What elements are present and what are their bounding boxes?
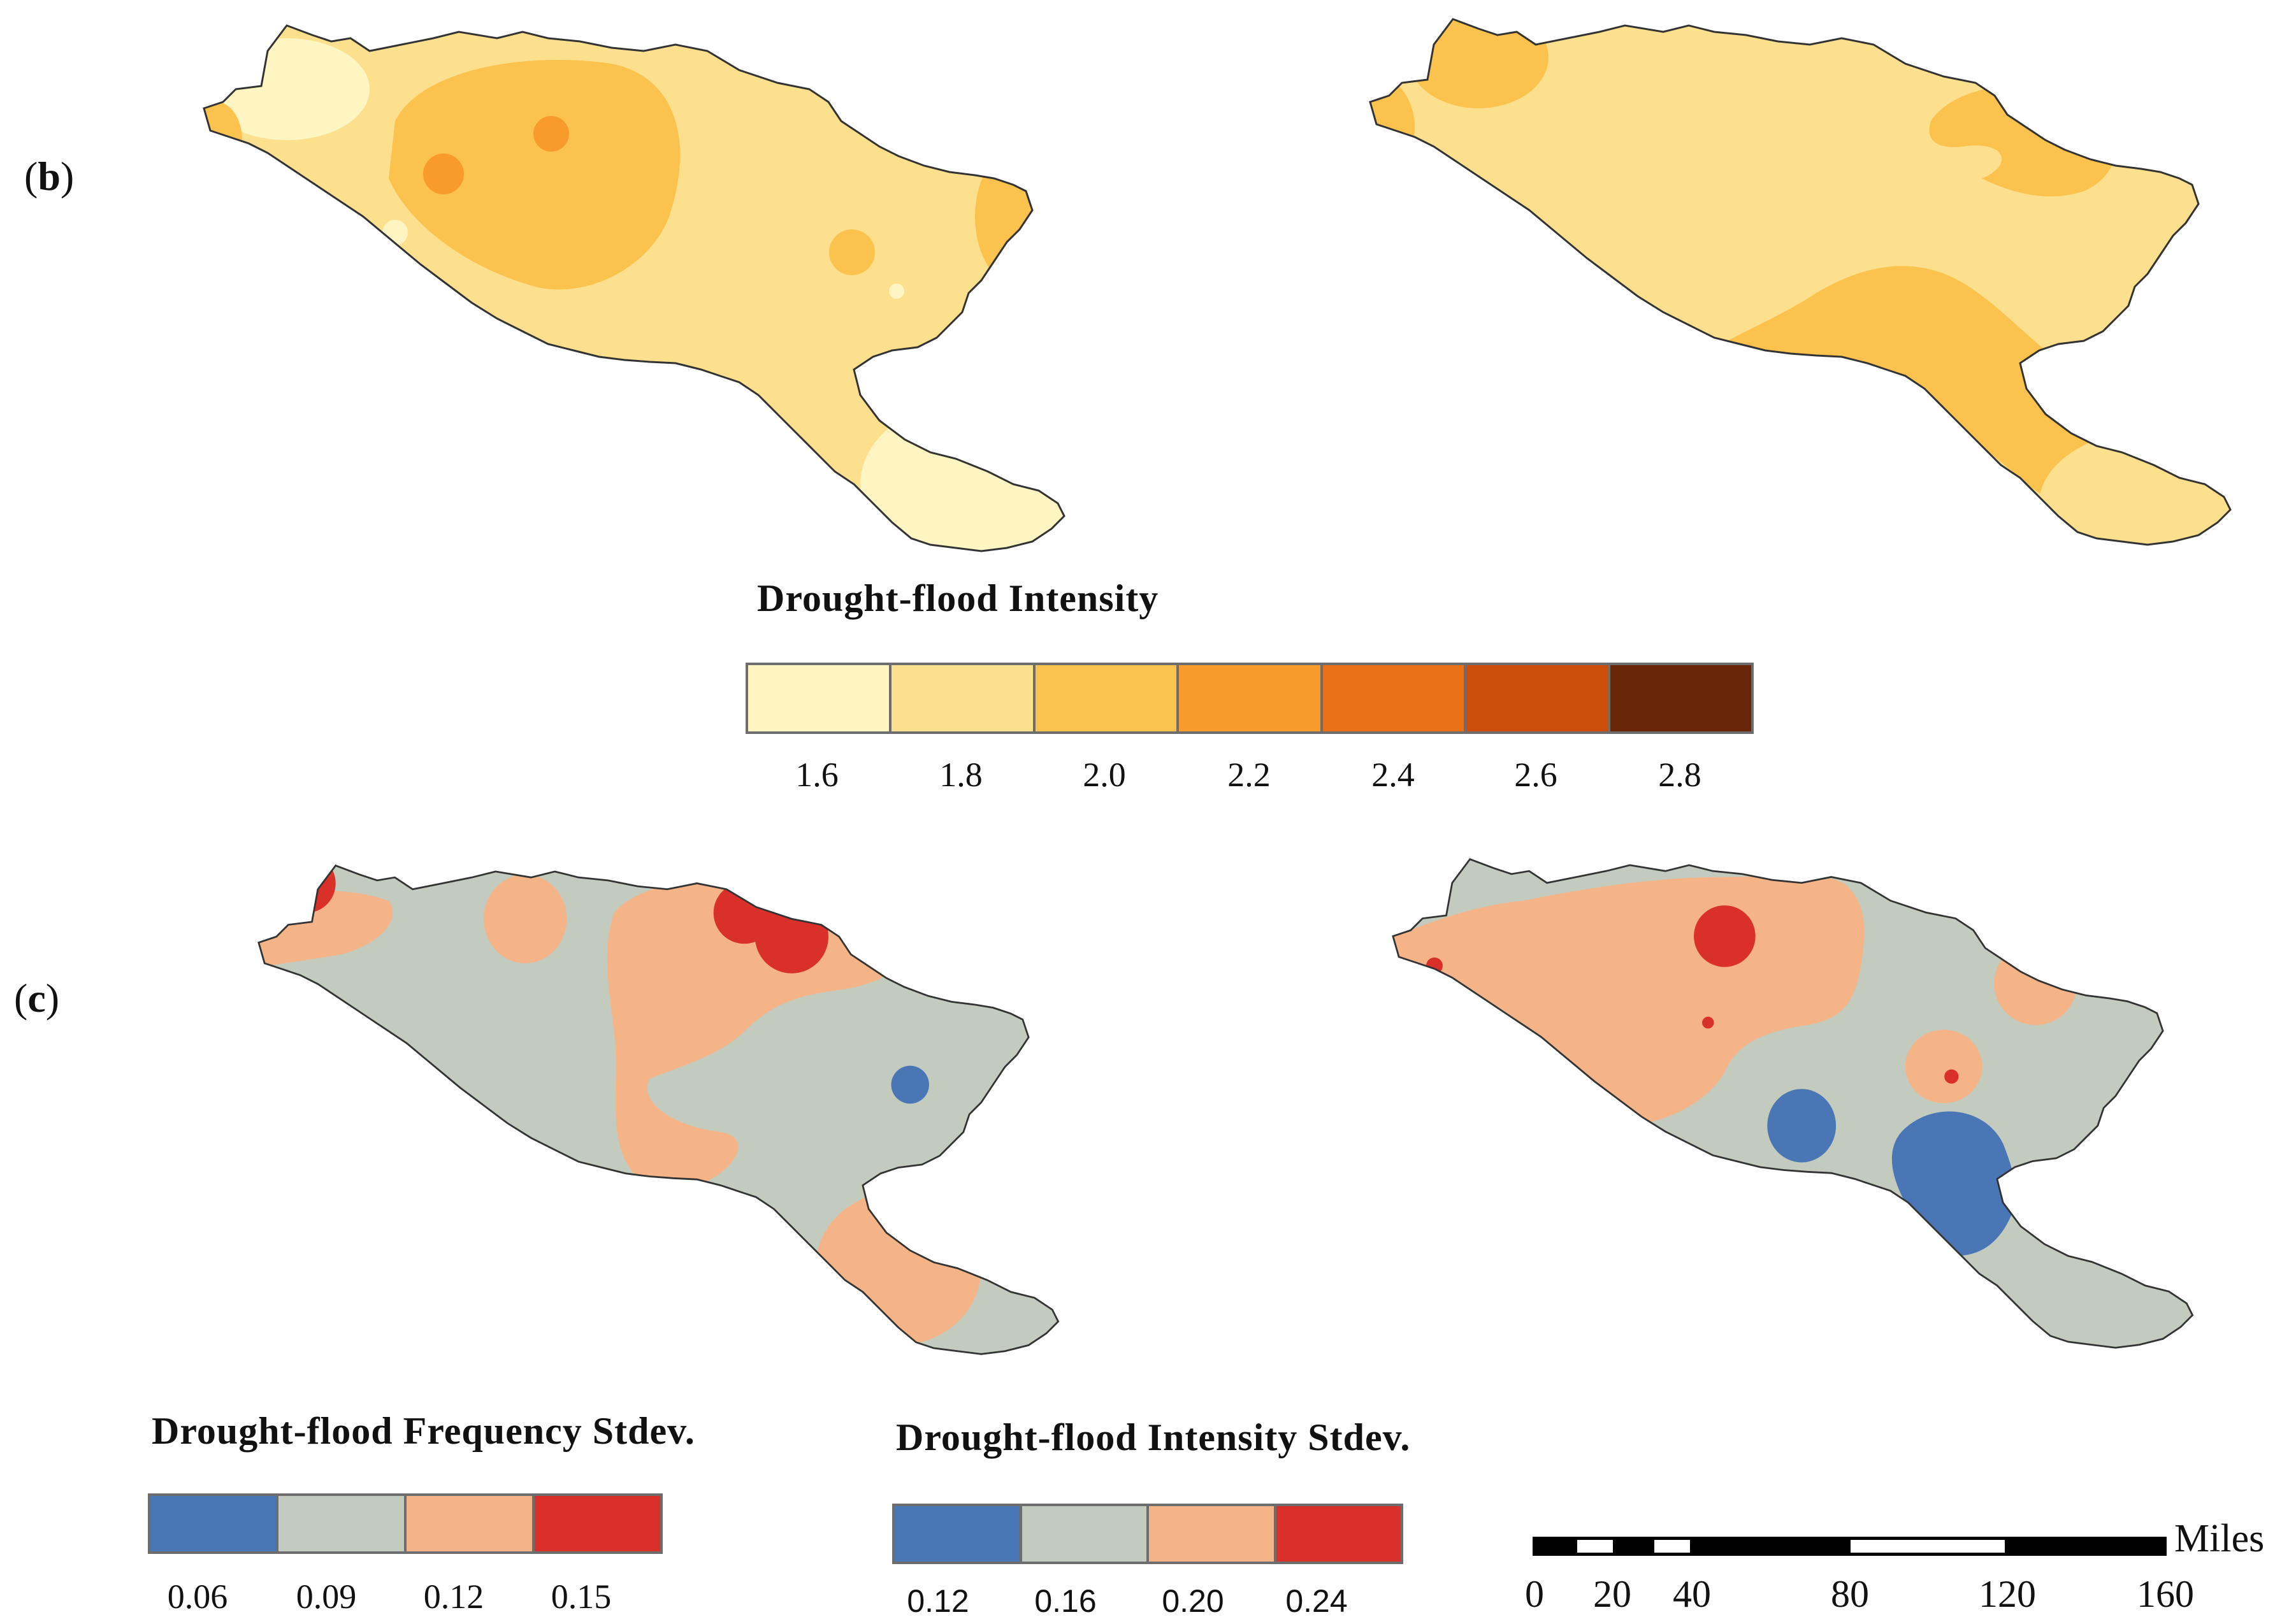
intensity-stdev-swatch-2 [1022, 1506, 1149, 1562]
intensity-swatch-2 [892, 665, 1036, 731]
map-frequency-stdev-left [257, 865, 1059, 1355]
frequency-stdev-swatch-2 [278, 1496, 407, 1551]
intensity-legend-colorbar [746, 663, 1754, 734]
scale-bar-segment [2005, 1537, 2167, 1556]
scale-bar-tick-label: 40 [1673, 1573, 1711, 1615]
intensity-swatch-3 [1035, 665, 1180, 731]
intensity-swatch-5 [1322, 665, 1467, 731]
frequency-stdev-tick-label: 0.06 [167, 1577, 228, 1616]
panel-label-b: (b) [24, 154, 75, 199]
intensity-tick-label: 2.2 [1227, 756, 1271, 794]
frequency-stdev-legend-title: Drought-flood Frequency Stdev. [152, 1410, 695, 1452]
intensity-tick-label: 2.0 [1083, 756, 1126, 794]
intensity-tick-label: 2.8 [1658, 756, 1701, 794]
scale-bar-segment [1690, 1537, 1851, 1556]
scale-bar-unit: Miles [2174, 1517, 2265, 1560]
scale-bar-tick-label: 120 [1979, 1573, 2036, 1615]
intensity-tick-label: 2.4 [1371, 756, 1415, 794]
intensity-tick-label: 2.6 [1514, 756, 1557, 794]
intensity-stdev-tick-label: 0.16 [1034, 1583, 1097, 1619]
intensity-tick-label: 1.6 [795, 756, 839, 794]
intensity-stdev-legend-title: Drought-flood Intensity Stdev. [896, 1416, 1411, 1458]
intensity-stdev-tick-label: 0.20 [1162, 1583, 1224, 1619]
intensity-swatch-6 [1466, 665, 1610, 731]
intensity-stdev-tick-label: 0.24 [1285, 1583, 1348, 1619]
scale-bar-segment [1574, 1537, 1616, 1556]
frequency-stdev-swatch-3 [407, 1496, 535, 1551]
intensity-stdev-swatch-1 [895, 1506, 1022, 1562]
frequency-stdev-legend-colorbar [148, 1493, 663, 1554]
frequency-stdev-tick-label: 0.09 [296, 1577, 357, 1616]
scale-bar [1533, 1537, 2167, 1556]
intensity-stdev-swatch-3 [1149, 1506, 1276, 1562]
scale-bar-segment [1533, 1537, 1577, 1556]
scale-bar-segment [1613, 1537, 1654, 1556]
intensity-swatch-4 [1179, 665, 1323, 731]
intensity-stdev-swatch-4 [1276, 1506, 1401, 1562]
frequency-stdev-tick-label: 0.15 [551, 1577, 612, 1616]
intensity-swatch-7 [1610, 665, 1751, 731]
intensity-stdev-legend-colorbar [892, 1504, 1403, 1564]
panel-label-c: (c) [14, 975, 60, 1021]
frequency-stdev-tick-label: 0.12 [423, 1577, 484, 1616]
intensity-swatch-1 [748, 665, 892, 731]
intensity-legend-title: Drought-flood Intensity [757, 577, 1159, 619]
scale-bar-segment [1651, 1537, 1693, 1556]
scale-bar-tick-label: 80 [1831, 1573, 1869, 1615]
frequency-stdev-swatch-1 [150, 1496, 278, 1551]
map-intensity-left [203, 24, 1065, 552]
frequency-stdev-swatch-4 [535, 1496, 660, 1551]
map-intensity-right [1369, 18, 2232, 546]
intensity-stdev-tick-label: 0.12 [907, 1583, 969, 1619]
scale-bar-segment [1847, 1537, 2008, 1556]
map-intensity-stdev-right [1392, 858, 2193, 1349]
scale-bar-tick-label: 0 [1525, 1573, 1544, 1615]
intensity-tick-label: 1.8 [939, 756, 983, 794]
scale-bar-tick-label: 160 [2137, 1573, 2194, 1615]
scale-bar-tick-label: 20 [1593, 1573, 1631, 1615]
